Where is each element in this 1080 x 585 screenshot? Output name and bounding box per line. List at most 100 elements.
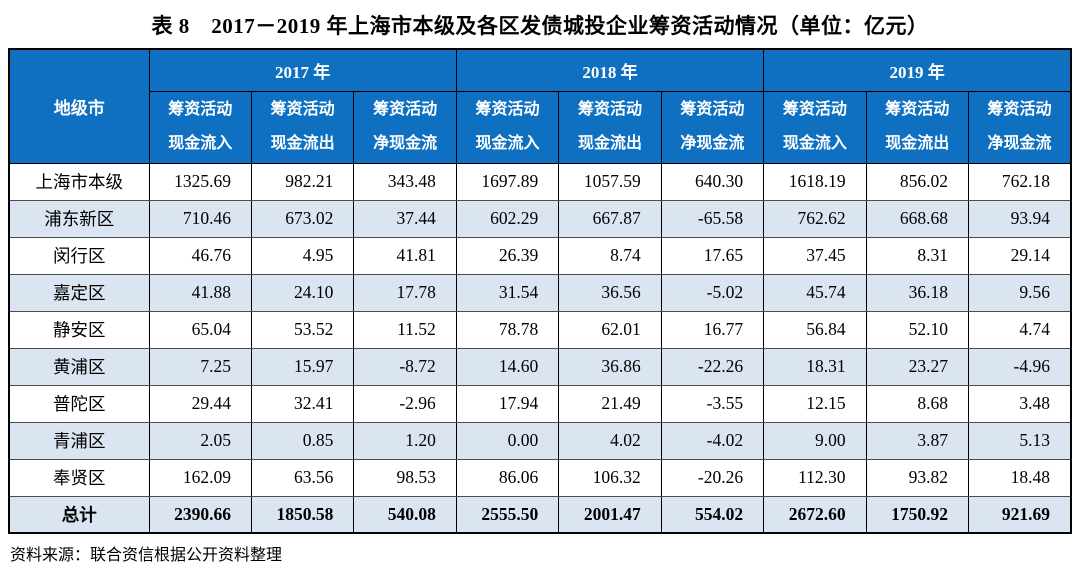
value-cell: 8.68 xyxy=(865,384,970,423)
value-cell: 36.86 xyxy=(558,347,662,386)
value-cell: 14.60 xyxy=(455,347,560,386)
value-cell: 37.44 xyxy=(353,199,457,238)
value-cell: 8.74 xyxy=(558,236,662,275)
value-cell: 710.46 xyxy=(148,199,252,238)
value-cell: 41.81 xyxy=(353,236,457,275)
value-cell: 16.77 xyxy=(660,310,765,349)
row-name-cell: 嘉定区 xyxy=(8,273,150,312)
value-cell: 762.62 xyxy=(763,199,867,238)
value-cell: 2672.60 xyxy=(763,495,867,534)
value-cell: 640.30 xyxy=(660,162,765,201)
value-cell: 93.94 xyxy=(968,199,1072,238)
value-cell: 856.02 xyxy=(865,162,970,201)
row-name-cell: 奉贤区 xyxy=(8,458,150,497)
row-name-cell: 浦东新区 xyxy=(8,199,150,238)
value-cell: 32.41 xyxy=(250,384,355,423)
value-cell: 2555.50 xyxy=(455,495,560,534)
value-cell: 9.00 xyxy=(763,421,867,460)
value-cell: 98.53 xyxy=(353,458,457,497)
subheader-cell: 筹资活动 现金流入 xyxy=(763,90,867,164)
subheader-cell: 筹资活动 净现金流 xyxy=(968,90,1072,164)
value-cell: -8.72 xyxy=(353,347,457,386)
value-cell: 18.48 xyxy=(968,458,1072,497)
value-cell: 15.97 xyxy=(250,347,355,386)
value-cell: 52.10 xyxy=(865,310,970,349)
value-cell: 17.94 xyxy=(455,384,560,423)
value-cell: 93.82 xyxy=(865,458,970,497)
table-row: 上海市本级 1325.69 982.21 343.48 1697.89 1057.59 64… xyxy=(8,162,1072,201)
value-cell: 2001.47 xyxy=(558,495,662,534)
row-name-cell: 静安区 xyxy=(8,310,150,349)
table-row: 静安区 65.04 53.52 11.52 78.78 62.01 16.77 56.84 52… xyxy=(8,310,1072,349)
value-cell: 343.48 xyxy=(353,162,457,201)
subheader-cell: 筹资活动 现金流入 xyxy=(455,90,560,164)
value-cell: 921.69 xyxy=(968,495,1072,534)
value-cell: 8.31 xyxy=(865,236,970,275)
table-row: 青浦区 2.05 0.85 1.20 0.00 4.02 -4.02 9.00 3.87 5.13 xyxy=(8,421,1072,460)
row-name-cell: 青浦区 xyxy=(8,421,150,460)
value-cell: -65.58 xyxy=(660,199,765,238)
subheader-cell: 筹资活动 现金流出 xyxy=(558,90,662,164)
corner-header-cell: 地级市 xyxy=(8,48,150,164)
table-row: 普陀区 29.44 32.41 -2.96 17.94 21.49 -3.55 12.15 8.… xyxy=(8,384,1072,423)
row-name-cell: 闵行区 xyxy=(8,236,150,275)
value-cell: 12.15 xyxy=(763,384,867,423)
value-cell: 46.76 xyxy=(148,236,252,275)
value-cell: 41.88 xyxy=(148,273,252,312)
value-cell: 668.68 xyxy=(865,199,970,238)
value-cell: 17.65 xyxy=(660,236,765,275)
value-cell: 1618.19 xyxy=(763,162,867,201)
value-cell: 9.56 xyxy=(968,273,1072,312)
value-cell: 540.08 xyxy=(353,495,457,534)
table-row: 奉贤区 162.09 63.56 98.53 86.06 106.32 -20.26 112.… xyxy=(8,458,1072,497)
subheader-cell: 筹资活动 现金流出 xyxy=(865,90,970,164)
year-header-2017: 2017 年 xyxy=(148,48,457,92)
value-cell: 762.18 xyxy=(968,162,1072,201)
value-cell: 1697.89 xyxy=(455,162,560,201)
value-cell: 667.87 xyxy=(558,199,662,238)
value-cell: -22.26 xyxy=(660,347,765,386)
row-name-cell: 黄浦区 xyxy=(8,347,150,386)
value-cell: 602.29 xyxy=(455,199,560,238)
value-cell: 673.02 xyxy=(250,199,355,238)
table-body: 上海市本级 1325.69 982.21 343.48 1697.89 1057.59 64… xyxy=(8,162,1072,534)
value-cell: 29.44 xyxy=(148,384,252,423)
value-cell: 29.14 xyxy=(968,236,1072,275)
value-cell: 62.01 xyxy=(558,310,662,349)
value-cell: 1.20 xyxy=(353,421,457,460)
value-cell: 7.25 xyxy=(148,347,252,386)
value-cell: 31.54 xyxy=(455,273,560,312)
subheader-cell: 筹资活动 现金流出 xyxy=(250,90,355,164)
subheader-cell: 筹资活动 现金流入 xyxy=(148,90,252,164)
value-cell: 554.02 xyxy=(660,495,765,534)
value-cell: 4.74 xyxy=(968,310,1072,349)
value-cell: 5.13 xyxy=(968,421,1072,460)
value-cell: 86.06 xyxy=(455,458,560,497)
value-cell: 1325.69 xyxy=(148,162,252,201)
value-cell: 4.95 xyxy=(250,236,355,275)
value-cell: 4.02 xyxy=(558,421,662,460)
value-cell: 37.45 xyxy=(763,236,867,275)
value-cell: 18.31 xyxy=(763,347,867,386)
value-cell: -5.02 xyxy=(660,273,765,312)
value-cell: 45.74 xyxy=(763,273,867,312)
value-cell: 65.04 xyxy=(148,310,252,349)
value-cell: 1750.92 xyxy=(865,495,970,534)
value-cell: 0.85 xyxy=(250,421,355,460)
row-name-cell: 总计 xyxy=(8,495,150,534)
table-row: 闵行区 46.76 4.95 41.81 26.39 8.74 17.65 37.45 8.31… xyxy=(8,236,1072,275)
value-cell: -2.96 xyxy=(353,384,457,423)
value-cell: 23.27 xyxy=(865,347,970,386)
value-cell: -4.96 xyxy=(968,347,1072,386)
value-cell: -3.55 xyxy=(660,384,765,423)
table-row: 黄浦区 7.25 15.97 -8.72 14.60 36.86 -22.26 18.31 23… xyxy=(8,347,1072,386)
table-row: 浦东新区 710.46 673.02 37.44 602.29 667.87 -65.58 7… xyxy=(8,199,1072,238)
year-header-2018: 2018 年 xyxy=(455,48,765,92)
value-cell: 78.78 xyxy=(455,310,560,349)
value-cell: -4.02 xyxy=(660,421,765,460)
value-cell: 1850.58 xyxy=(250,495,355,534)
value-cell: 63.56 xyxy=(250,458,355,497)
financing-activity-table: 地级市 2017 年 2018 年 2019 年 筹资活动 现金流入 筹资活动 现金流… xyxy=(8,48,1072,534)
value-cell: 1057.59 xyxy=(558,162,662,201)
